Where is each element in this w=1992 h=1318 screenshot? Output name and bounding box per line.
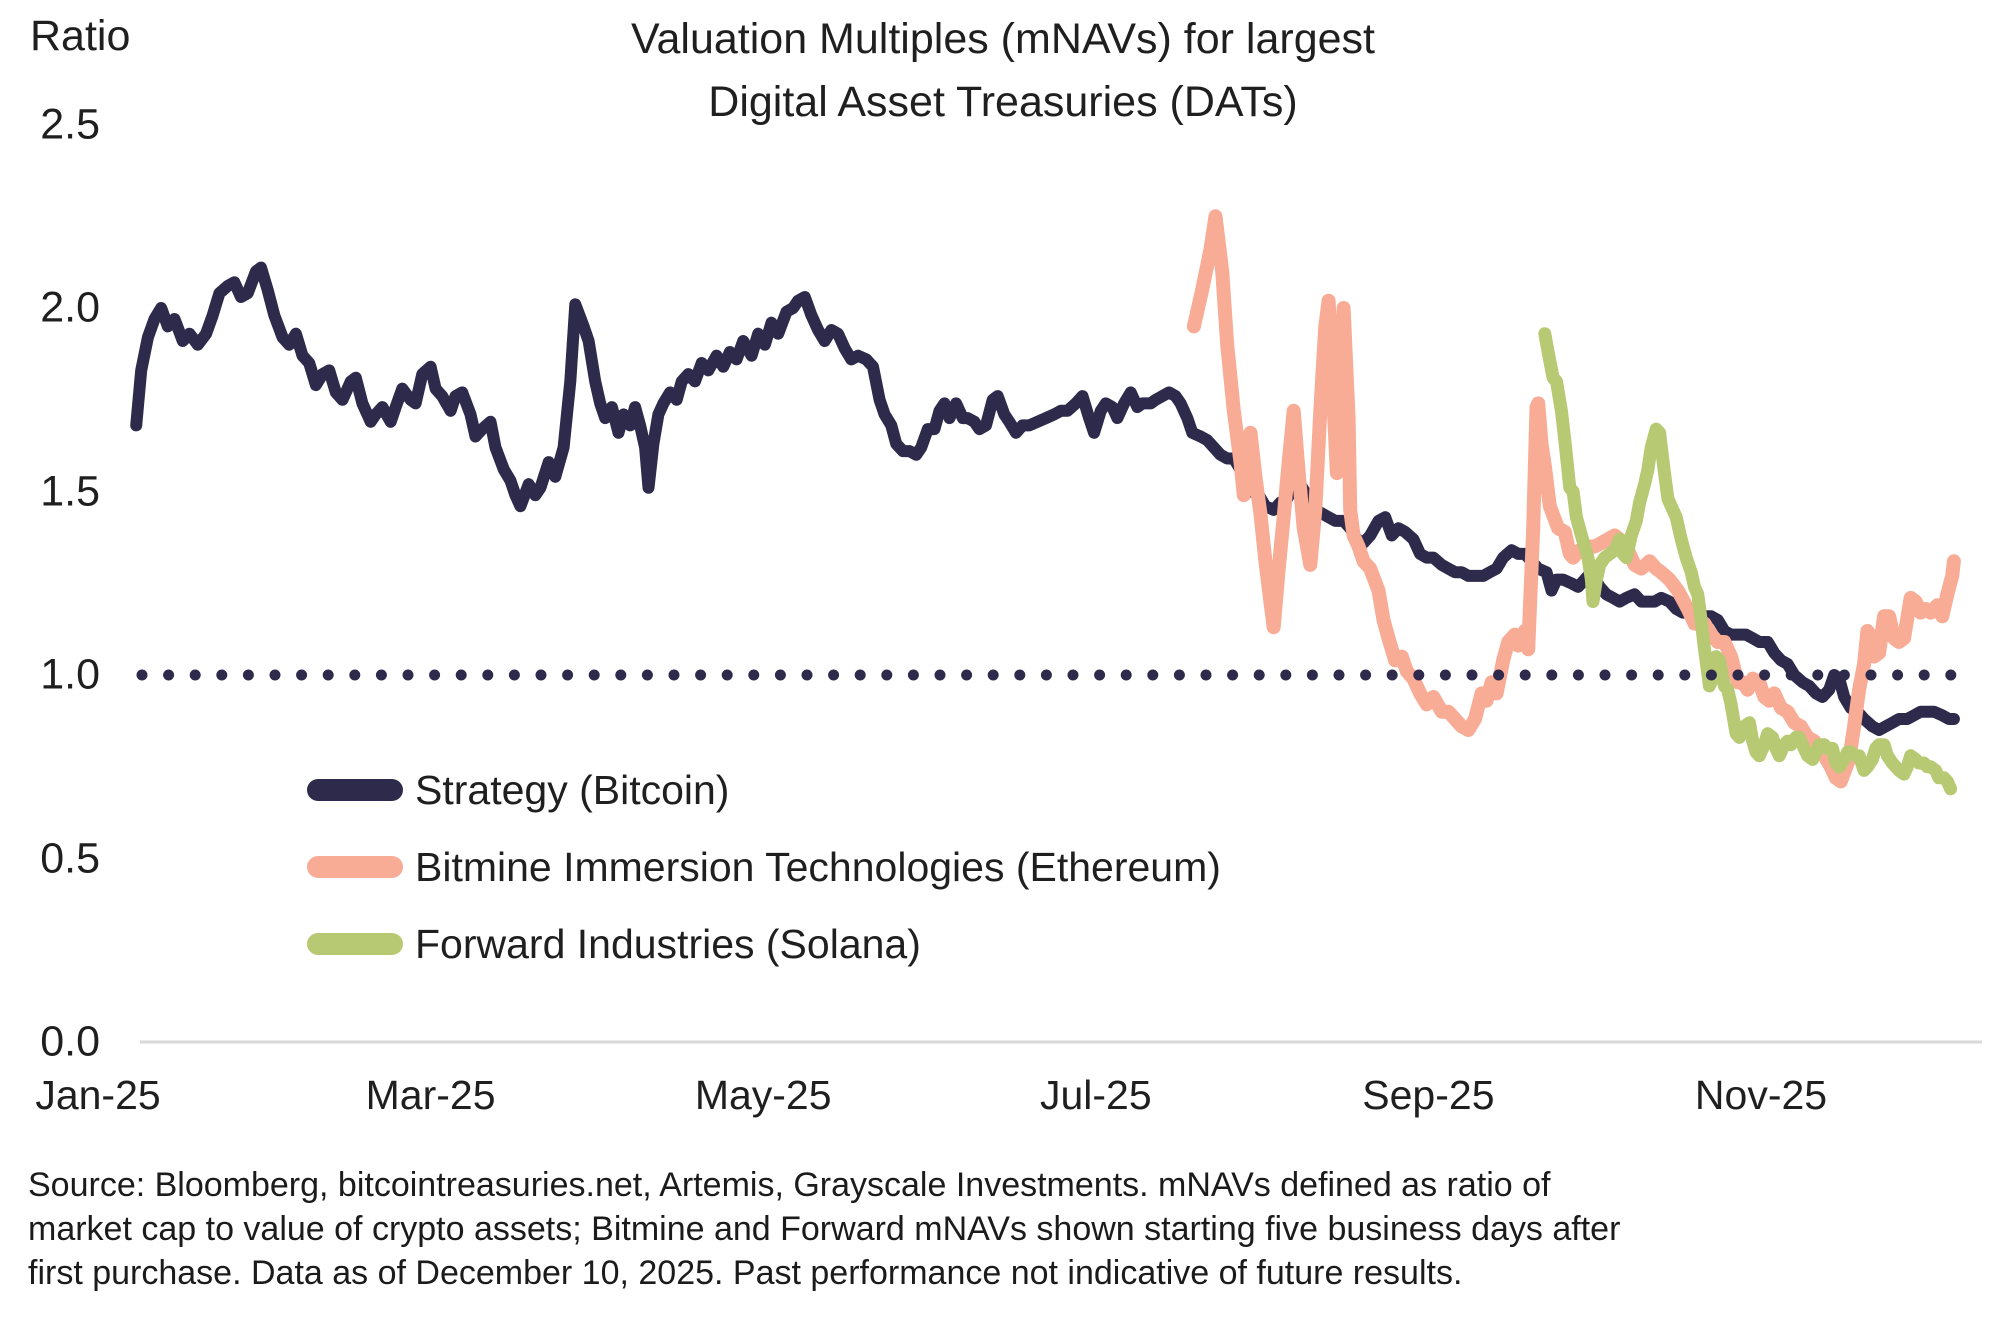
chart-title-line-1: Valuation Multiples (mNAVs) for largest	[631, 15, 1375, 63]
strategy-line-swatch	[307, 779, 403, 801]
legend-item-bitmine: Bitmine Immersion Technologies (Ethereum…	[307, 843, 1221, 890]
y-tick-2.0: 2.0	[40, 283, 100, 332]
x-tick-May-25: May-25	[694, 1072, 832, 1118]
y-tick-0.5: 0.5	[40, 834, 100, 882]
forward-line	[1538, 327, 1958, 796]
forward-line-swatch	[307, 933, 403, 955]
strategy-line	[130, 261, 1960, 736]
source-note-line-2: market cap to value of crypto assets; Bi…	[28, 1210, 1621, 1248]
source-note: Source: Bloomberg, bitcointreasuries.net…	[28, 1163, 1968, 1295]
legend-item-strategy: Strategy (Bitcoin)	[307, 766, 1221, 813]
legend-label-forward: Forward Industries (Solana)	[415, 920, 921, 967]
y-axis-title: Ratio	[30, 12, 131, 60]
source-note-line-3: first purchase. Data as of December 10, …	[28, 1254, 1463, 1292]
y-tick-0.0: 0.0	[40, 1017, 100, 1066]
x-tick-Mar-25: Mar-25	[365, 1072, 496, 1118]
source-note-line-1: Source: Bloomberg, bitcointreasuries.net…	[28, 1166, 1551, 1204]
x-tick-Jan-25: Jan-25	[35, 1072, 161, 1118]
y-tick-1.5: 1.5	[40, 467, 100, 515]
x-tick-Sep-25: Sep-25	[1362, 1072, 1495, 1118]
chart-title: Valuation Multiples (mNAVs) for largest …	[403, 8, 1603, 134]
y-tick-1.0: 1.0	[40, 650, 100, 699]
x-tick-Jul-25: Jul-25	[1039, 1072, 1152, 1118]
legend-label-bitmine: Bitmine Immersion Technologies (Ethereum…	[415, 843, 1221, 890]
bitmine-line-swatch	[307, 856, 403, 878]
x-tick-Nov-25: Nov-25	[1694, 1072, 1828, 1118]
legend: Strategy (Bitcoin) Bitmine Immersion Tec…	[307, 766, 1221, 999]
chart-title-line-2: Digital Asset Treasuries (DATs)	[708, 78, 1298, 126]
legend-label-strategy: Strategy (Bitcoin)	[415, 766, 730, 813]
y-tick-2.5: 2.5	[40, 100, 100, 148]
legend-item-forward: Forward Industries (Solana)	[307, 920, 1221, 967]
